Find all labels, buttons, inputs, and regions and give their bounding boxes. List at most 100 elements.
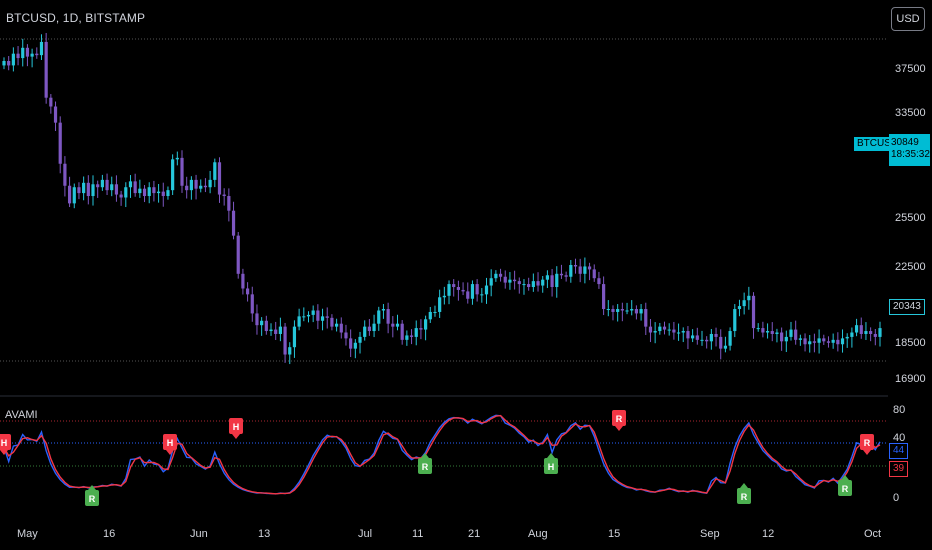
candle-body [213, 162, 217, 180]
signal-badge [544, 458, 558, 474]
signal-label: H [548, 462, 555, 472]
candle-body [864, 331, 868, 334]
candle-body [428, 311, 432, 320]
candle-body [377, 310, 381, 324]
candle-body [456, 287, 460, 290]
candle-body [798, 338, 802, 340]
candle-body [49, 97, 53, 107]
candle-body [433, 311, 437, 313]
candle-body [784, 336, 788, 342]
candle-body [325, 316, 329, 318]
candle-body [587, 266, 592, 270]
candle-body [536, 281, 540, 286]
candle-body [616, 309, 620, 312]
candle-body [527, 284, 531, 288]
candle-body [461, 289, 465, 292]
candle-body [82, 182, 86, 194]
candle-body [358, 336, 362, 343]
candle-body [653, 331, 657, 333]
candle-body [714, 333, 718, 337]
candle-body [751, 295, 756, 329]
candle-body [625, 310, 629, 312]
candle-body [72, 187, 76, 204]
signal-pointer [88, 485, 96, 490]
candle-body [110, 184, 114, 191]
candle-body [513, 279, 517, 282]
signal-pointer [841, 475, 849, 480]
currency-button[interactable]: USD [891, 7, 925, 31]
candle-body [550, 275, 554, 288]
bar-countdown: 18:35:32 [891, 149, 930, 160]
candle-body [817, 338, 821, 343]
candle-body [794, 329, 798, 340]
candle-body [236, 235, 240, 274]
candle-body [11, 53, 15, 66]
candle-body [578, 266, 582, 274]
candle-body [25, 47, 30, 57]
candle-body [831, 339, 835, 343]
indicator-lines [3, 414, 881, 495]
candle-body [765, 331, 770, 333]
time-label: May [17, 528, 38, 540]
candle-body [489, 278, 493, 286]
candle-body [231, 210, 236, 236]
price-tick: 33500 [895, 107, 926, 119]
candle-body [822, 338, 826, 342]
candle-body [559, 273, 564, 276]
signal-marker: R [838, 475, 852, 496]
signal-marker: H [163, 434, 177, 455]
candle-body [35, 53, 39, 56]
candle-body [597, 278, 601, 285]
candle-body [250, 294, 254, 314]
candle-body [854, 325, 859, 333]
candle-body [573, 265, 578, 267]
time-label: Jun [190, 528, 208, 540]
candle-body [719, 336, 723, 349]
signal-label: R [89, 494, 96, 504]
signal-label: R [842, 484, 849, 494]
candle-body [119, 194, 123, 198]
candle-body [442, 295, 446, 298]
candle-body [840, 338, 845, 345]
time-label: Oct [864, 528, 882, 540]
candle-body [241, 273, 245, 289]
last-price-tag: 30849 18:35:32 [889, 134, 930, 166]
signal-marker: H [229, 418, 243, 439]
signal-marker: R [737, 483, 751, 504]
price-candles [2, 32, 882, 365]
candle-body [447, 284, 451, 296]
candle-body [203, 185, 208, 188]
candle-body [414, 328, 418, 337]
time-label: 11 [412, 528, 424, 540]
time-label: 16 [103, 528, 116, 540]
candle-body [878, 328, 882, 337]
candle-body [648, 326, 653, 333]
candle-body [330, 317, 334, 327]
last-price: 30849 [891, 137, 919, 148]
candle-body [86, 182, 90, 197]
candle-body [58, 122, 62, 164]
candle-body [728, 331, 732, 346]
candle-body [372, 323, 376, 332]
candle-body [419, 328, 423, 330]
indicator-name: AVAMI [5, 409, 38, 421]
current-price-tag: 20343 [889, 299, 925, 315]
candle-body [836, 339, 840, 345]
candle-body [508, 279, 512, 283]
price-tick: 25500 [895, 212, 926, 224]
candle-body [311, 310, 315, 315]
candle-body [592, 269, 596, 279]
candle-body [522, 284, 526, 286]
candle-body [292, 326, 297, 348]
signal-badge [860, 434, 874, 450]
candle-body [288, 347, 292, 355]
candle-body [227, 196, 231, 211]
candle-body [67, 185, 72, 204]
candle-body [826, 341, 831, 343]
candle-body [644, 309, 648, 327]
candle-body [620, 309, 624, 311]
signal-label: R [864, 438, 871, 448]
candle-body [363, 326, 367, 337]
candle-body [77, 187, 81, 194]
